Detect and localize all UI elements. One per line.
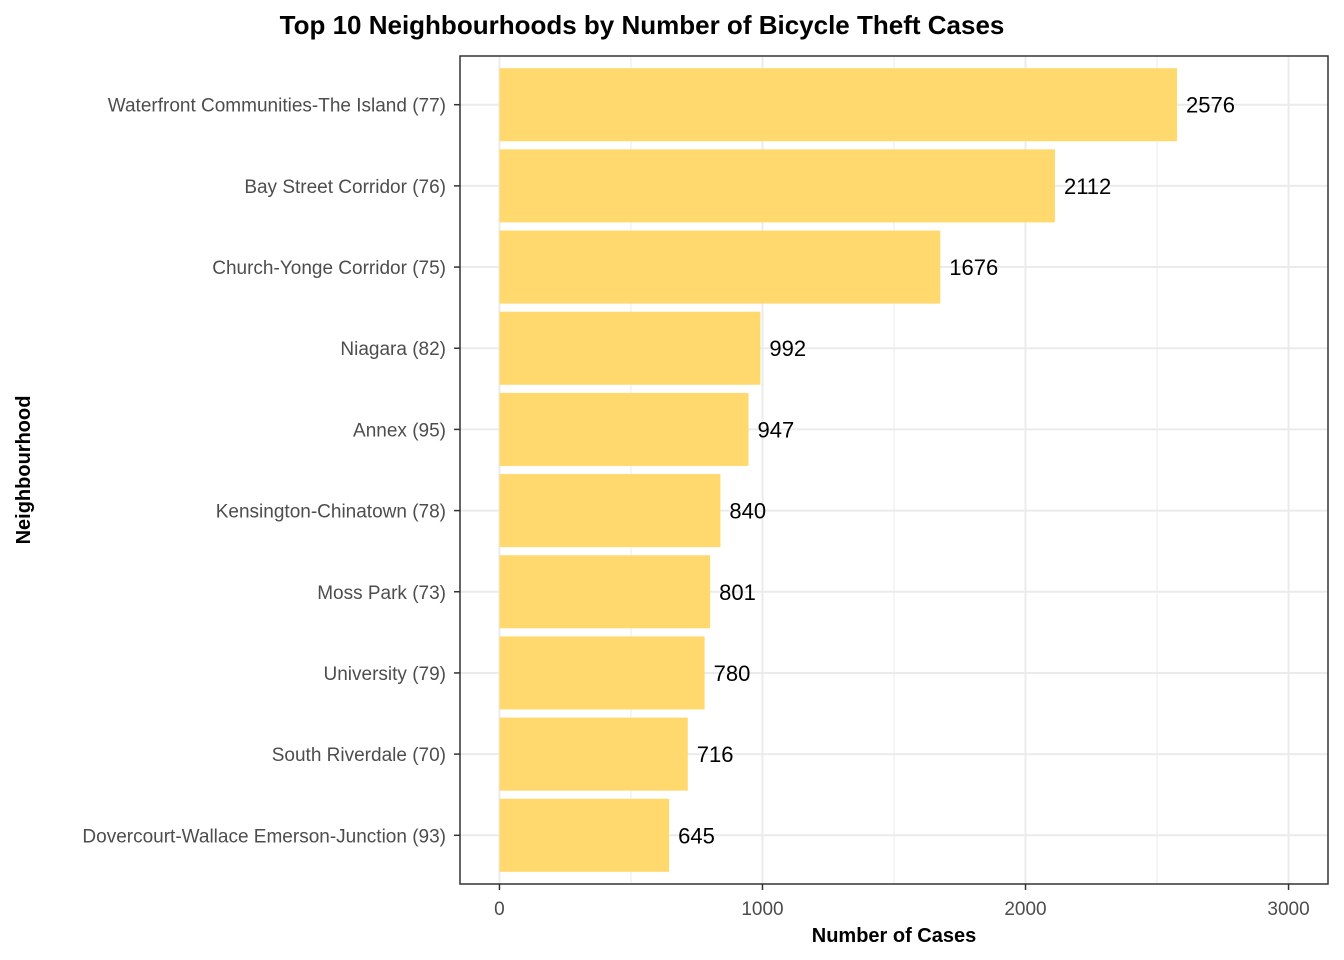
bar-value-label: 1676 [949,255,998,280]
y-tick-label: Moss Park (73) [317,583,446,604]
bar [499,230,941,304]
x-tick-label: 3000 [1267,899,1309,920]
bar-value-label: 801 [719,580,756,605]
bar-value-label: 947 [758,417,795,442]
bar [499,68,1178,142]
y-tick-label: University (79) [324,664,446,685]
bar [499,311,761,385]
y-tick-label: Annex (95) [353,420,446,441]
chart-title: Top 10 Neighbourhoods by Number of Bicyc… [279,10,1005,40]
y-tick-label: South Riverdale (70) [272,745,446,766]
bar [499,392,749,466]
value-label-layer: 2576 2112 1676 992 947 840 801 780 716 645 [678,93,1235,849]
y-tick-label: Niagara (82) [340,339,446,360]
y-tick-label: Dovercourt-Wallace Emerson-Junction (93) [82,826,446,847]
y-tick-label: Waterfront Communities-The Island (77) [108,96,446,117]
bar-value-label: 716 [697,742,734,767]
y-axis-title: Neighbourhood [13,396,35,545]
bar [499,636,705,710]
bar-value-label: 645 [678,823,715,848]
bar-value-label: 840 [729,499,766,524]
y-tick-label: Church-Yonge Corridor (75) [212,258,446,279]
bar-value-label: 992 [769,336,806,361]
x-tick-label: 0 [494,899,505,920]
axis-layer: Waterfront Communities-The Island (77) Ba… [82,55,1329,920]
bar-value-label: 780 [714,661,751,686]
bar [499,474,721,548]
y-tick-label: Bay Street Corridor (76) [244,177,446,198]
x-tick-label: 1000 [741,899,783,920]
bar-layer [499,68,1178,872]
panel-border [459,55,1329,885]
bar [499,798,670,872]
bar-value-label: 2576 [1186,93,1235,118]
x-axis-title: Number of Cases [812,925,977,947]
bar-value-label: 2112 [1064,174,1111,199]
y-tick-label: Kensington-Chinatown (78) [216,502,446,523]
x-tick-label: 2000 [1004,899,1046,920]
bar [499,555,711,629]
bar [499,717,688,791]
bar [499,149,1055,223]
